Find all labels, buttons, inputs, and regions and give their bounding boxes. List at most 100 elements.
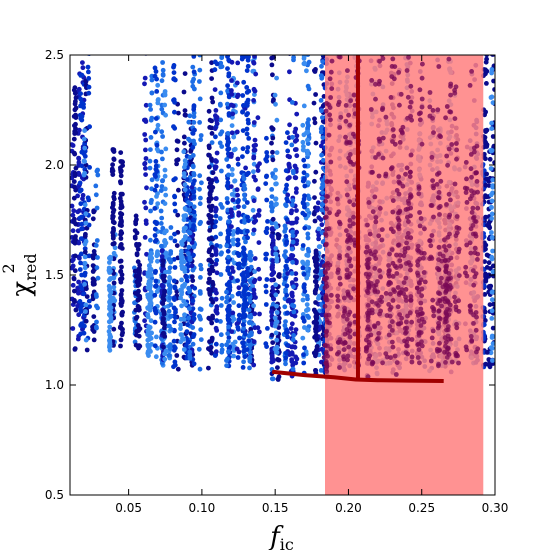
scatter-point	[134, 279, 140, 285]
scatter-point	[183, 112, 189, 118]
scatter-point	[294, 153, 300, 159]
scatter-point	[198, 133, 204, 138]
scatter-point	[251, 303, 256, 309]
scatter-point	[95, 275, 101, 281]
scatter-point	[166, 308, 172, 314]
scatter-point	[146, 353, 151, 358]
scatter-point	[274, 150, 280, 156]
scatter-point	[264, 158, 270, 164]
scatter-point	[248, 320, 254, 325]
scatter-point	[312, 116, 317, 122]
scatter-point	[274, 303, 279, 309]
scatter-point	[75, 209, 81, 215]
scatter-point	[159, 282, 165, 288]
scatter-point	[147, 254, 153, 259]
scatter-point	[184, 192, 190, 198]
scatter-point	[239, 56, 245, 62]
scatter-point	[273, 167, 278, 173]
scatter-point	[282, 304, 288, 310]
scatter-point	[190, 298, 196, 304]
scatter-point	[286, 297, 292, 303]
scatter-point	[76, 172, 82, 178]
scatter-point	[241, 312, 247, 318]
scatter-point	[153, 69, 159, 74]
scatter-point	[83, 220, 89, 226]
scatter-point	[214, 318, 220, 323]
scatter-point	[78, 236, 84, 242]
scatter-point	[213, 134, 218, 140]
scatter-point	[108, 255, 113, 261]
scatter-point	[197, 366, 203, 372]
scatter-point	[152, 343, 158, 349]
plot-area	[70, 55, 495, 495]
scatter-point	[168, 225, 174, 230]
scatter-point	[240, 93, 246, 98]
scatter-point	[248, 315, 254, 320]
scatter-point	[274, 256, 280, 261]
scatter-point	[209, 264, 215, 270]
scatter-point	[142, 270, 148, 276]
scatter-point	[235, 199, 241, 205]
scatter-point	[171, 305, 177, 311]
scatter-point	[214, 61, 220, 67]
scatter-point	[148, 135, 154, 140]
scatter-point	[182, 174, 187, 180]
scatter-point	[301, 157, 307, 163]
scatter-point	[176, 187, 181, 193]
scatter-point	[213, 349, 219, 355]
scatter-point	[73, 105, 79, 111]
scatter-point	[302, 325, 307, 330]
scatter-point	[132, 290, 138, 296]
scatter-point	[149, 177, 155, 183]
scatter-point	[304, 252, 310, 258]
scatter-point	[118, 173, 124, 179]
scatter-point	[132, 234, 138, 240]
scatter-point	[79, 72, 85, 78]
scatter-point	[172, 99, 178, 105]
scatter-point	[190, 145, 196, 150]
scatter-point	[144, 251, 149, 257]
scatter-point	[207, 117, 213, 123]
scatter-point	[284, 241, 289, 247]
scatter-point	[272, 315, 278, 321]
scatter-point	[186, 339, 191, 345]
scatter-point	[168, 302, 174, 308]
scatter-point	[82, 254, 88, 260]
scatter-point	[159, 184, 165, 189]
scatter-point	[294, 111, 300, 117]
scatter-point	[300, 210, 306, 216]
scatter-point	[162, 278, 167, 284]
scatter-point	[210, 170, 216, 176]
scatter-point	[289, 357, 295, 362]
scatter-point	[257, 276, 262, 282]
scatter-point	[94, 265, 100, 271]
scatter-point	[291, 55, 296, 60]
scatter-point	[152, 292, 158, 298]
scatter-point	[300, 199, 306, 205]
scatter-point	[162, 289, 168, 295]
scatter-point	[160, 156, 165, 162]
scatter-point	[160, 67, 166, 73]
scatter-point	[119, 246, 125, 251]
scatter-point	[119, 310, 125, 316]
scatter-point	[76, 279, 81, 285]
scatter-point	[269, 376, 275, 382]
scatter-point	[218, 117, 224, 123]
scatter-point	[77, 255, 82, 261]
scatter-point	[317, 244, 323, 250]
scatter-point	[244, 126, 250, 132]
scatter-point	[155, 201, 161, 207]
scatter-point	[178, 322, 184, 328]
scatter-point	[302, 204, 307, 210]
scatter-point	[235, 355, 241, 360]
scatter-point	[143, 172, 149, 178]
scatter-point	[305, 83, 311, 89]
scatter-point	[290, 134, 295, 140]
scatter-point	[283, 355, 289, 361]
scatter-point	[318, 98, 324, 103]
scatter-point	[90, 327, 96, 333]
scatter-point	[311, 100, 317, 106]
scatter-point	[87, 124, 92, 130]
scatter-point	[174, 147, 180, 153]
scatter-point	[91, 337, 97, 343]
